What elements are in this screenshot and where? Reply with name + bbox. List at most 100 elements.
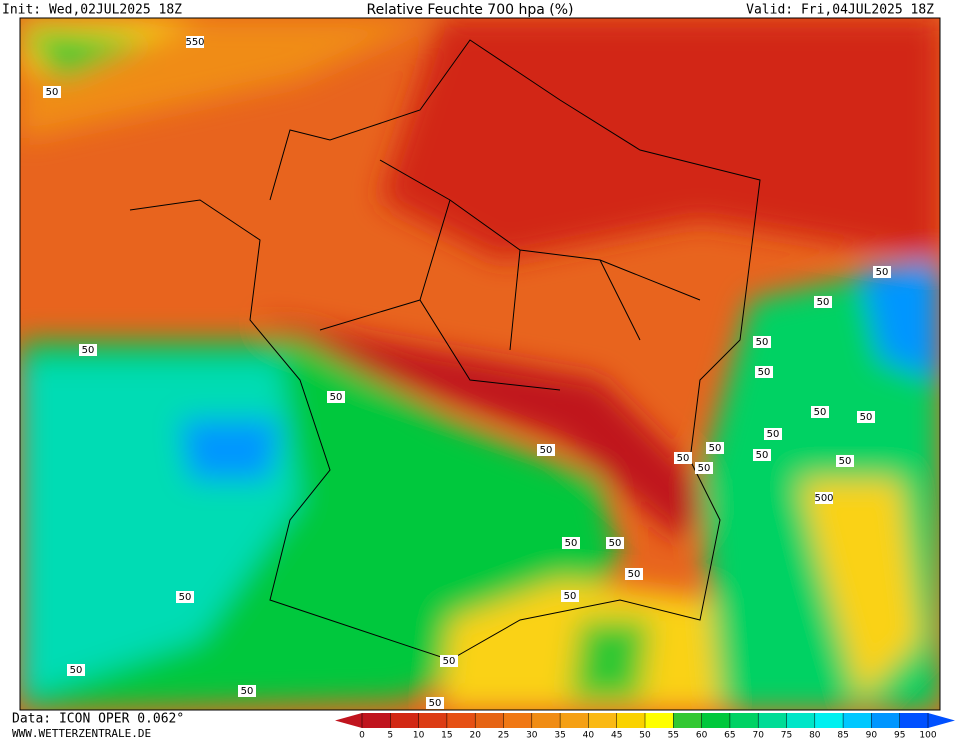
contour-label: 50 — [677, 453, 690, 464]
colorbar-tick-label: 40 — [583, 731, 595, 741]
contour-label-bg — [625, 568, 643, 580]
contour-label: 50 — [540, 445, 553, 456]
colorbar-cell — [701, 713, 731, 728]
colorbar-tick-label: 80 — [809, 731, 821, 741]
contour-label: 50 — [876, 267, 889, 278]
colorbar-cell — [899, 713, 929, 728]
colorbar-cell — [446, 713, 476, 728]
colorbar-tick-label: 50 — [639, 731, 651, 741]
contour-label: 50 — [564, 591, 577, 602]
contour-label-bg — [537, 444, 555, 456]
contour-label: 50 — [609, 538, 622, 549]
contour-label-bg — [814, 296, 832, 308]
contour-label-bg — [186, 36, 204, 48]
contour-label: 50 — [330, 392, 343, 403]
colorbar-cell — [871, 713, 901, 728]
contour-label: 50 — [814, 407, 827, 418]
colorbar-cell — [843, 713, 872, 728]
contour-label-bg — [327, 391, 345, 403]
colorbar-arrow-low — [335, 713, 362, 728]
colorbar-cell — [362, 713, 391, 728]
colorbar-tick-label: 10 — [413, 731, 425, 741]
colorbar-tick-label: 20 — [469, 731, 481, 741]
contour-label: 550 — [185, 37, 204, 48]
contour-label: 50 — [70, 665, 83, 676]
contour-label: 50 — [709, 443, 722, 454]
contour-label-bg — [695, 462, 713, 474]
contour-label-bg — [561, 590, 579, 602]
colorbar-arrow-high — [928, 713, 955, 728]
map-frame — [19, 17, 941, 711]
contour-label: 50 — [817, 297, 830, 308]
colorbar-cell — [475, 713, 504, 728]
colorbar-tick-label: 0 — [359, 731, 365, 741]
map — [20, 18, 940, 710]
contour-label: 50 — [443, 656, 456, 667]
colorbar-cell — [814, 713, 844, 728]
colorbar-tick-label: 30 — [526, 731, 538, 741]
contour-label: 50 — [756, 450, 769, 461]
contour-label-bg — [43, 86, 61, 98]
borders — [129, 39, 761, 661]
contour-label-bg — [440, 655, 458, 667]
colorbar-tick-label: 95 — [894, 731, 905, 741]
contour-label-bg — [238, 685, 256, 697]
colorbar-tick-label: 70 — [752, 731, 764, 741]
contour-label-bg — [857, 411, 875, 423]
contour-label: 50 — [698, 463, 711, 474]
colorbar-tick-label: 5 — [387, 731, 393, 741]
colorbar-cell — [390, 713, 420, 728]
colorbar-cell — [616, 713, 646, 728]
colorbar-tick-label: 65 — [724, 731, 735, 741]
colorbar-cell — [560, 713, 589, 728]
contour-label-bg — [79, 344, 97, 356]
contour-label: 50 — [429, 698, 442, 709]
contour-label: 500 — [814, 493, 833, 504]
contour-label: 50 — [241, 686, 254, 697]
colorbar-cell — [531, 713, 561, 728]
colorbar-tick-label: 35 — [554, 731, 565, 741]
contour-label-bg — [706, 442, 724, 454]
contour-label: 50 — [628, 569, 641, 580]
colorbar-cell — [729, 713, 759, 728]
colorbar-tick-label: 25 — [498, 731, 509, 741]
init-label: Init: Wed,02JUL2025 18Z — [2, 3, 182, 18]
contour-label-bg — [753, 449, 771, 461]
contour-label: 50 — [82, 345, 95, 356]
colorbar-cell — [418, 713, 448, 728]
contour-label: 50 — [46, 87, 59, 98]
colorbar-cell — [588, 713, 618, 728]
colorbar-cell — [503, 713, 533, 728]
colorbar-cell — [758, 713, 787, 728]
contour-label-bg — [606, 537, 624, 549]
title: Relative Feuchte 700 hpa (%) — [367, 2, 574, 18]
website: WWW.WETTERZENTRALE.DE — [12, 727, 151, 740]
contour-label-bg — [426, 697, 444, 709]
colorbar-tick-label: 15 — [441, 731, 452, 741]
colorbar-tick-label: 85 — [837, 731, 848, 741]
colorbar-cell — [673, 713, 703, 728]
contour-label-bg — [764, 428, 782, 440]
valid-label: Valid: Fri,04JUL2025 18Z — [746, 3, 934, 18]
colorbar-cell — [786, 713, 816, 728]
contour-label-bg — [811, 406, 829, 418]
contour-label-bg — [67, 664, 85, 676]
colorbar-tick-label: 90 — [866, 731, 878, 741]
colorbar-tick-label: 60 — [696, 731, 708, 741]
contour-label: 50 — [756, 337, 769, 348]
colorbar-tick-label: 100 — [919, 731, 936, 741]
contour-label-bg — [815, 492, 833, 504]
colorbar-cell — [645, 713, 674, 728]
contour-label-bg — [176, 591, 194, 603]
contour-label: 50 — [839, 456, 852, 467]
contour-label-bg — [674, 452, 692, 464]
colorbar-tick-label: 55 — [668, 731, 679, 741]
contour-label: 50 — [767, 429, 780, 440]
contour-label-bg — [836, 455, 854, 467]
data-source: Data: ICON OPER 0.062° — [12, 712, 184, 727]
contour-label-bg — [755, 366, 773, 378]
contour-label-bg — [873, 266, 891, 278]
contour-label: 50 — [179, 592, 192, 603]
contour-label: 50 — [565, 538, 578, 549]
